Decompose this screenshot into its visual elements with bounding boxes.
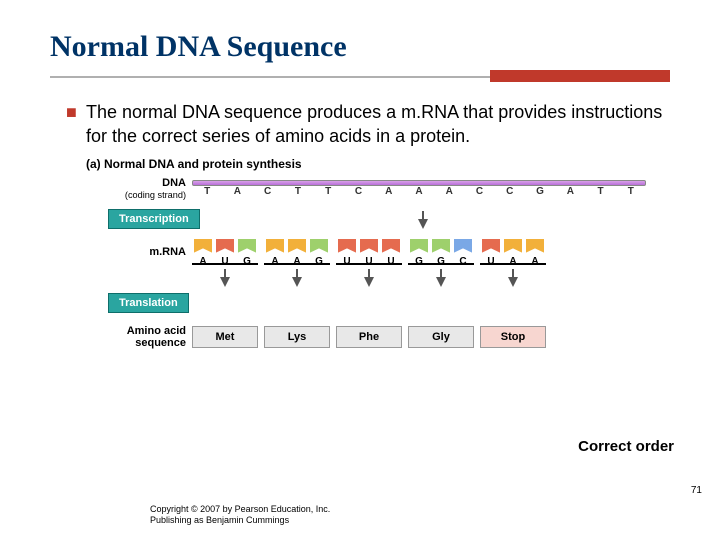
dna-sequence: TACTTCAAACCGATT <box>192 186 646 197</box>
mrna-nucleotide: A <box>264 239 286 263</box>
bullet-text: The normal DNA sequence produces a m.RNA… <box>86 100 670 149</box>
mrna-nucleotide: G <box>308 239 330 263</box>
arrow-down-icon <box>508 277 518 287</box>
mrna-label: m.RNA <box>86 246 192 258</box>
mrna-nucleotide: A <box>502 239 524 263</box>
bullet-marker: ■ <box>66 100 80 149</box>
dna-label: DNA (coding strand) <box>86 177 192 201</box>
amino-acid-box: Lys <box>264 326 330 348</box>
mrna-nucleotide: U <box>214 239 236 263</box>
mrna-nucleotide: A <box>524 239 546 263</box>
mrna-nucleotide: G <box>408 239 430 263</box>
mrna-codon: AUG <box>192 239 258 265</box>
copyright-line: Copyright © 2007 by Pearson Education, I… <box>150 504 330 514</box>
dna-base: A <box>555 186 585 197</box>
copyright-line: Publishing as Benjamin Cummings <box>150 515 289 525</box>
dna-base: A <box>434 186 464 197</box>
arrow-down-icon <box>220 277 230 287</box>
dna-base: C <box>253 186 283 197</box>
label-subtext: (coding strand) <box>125 190 186 200</box>
mrna-codon: GGC <box>408 239 474 265</box>
amino-acid-box: Met <box>192 326 258 348</box>
dna-base: T <box>283 186 313 197</box>
amino-acid-box: Phe <box>336 326 402 348</box>
mrna-nucleotide: A <box>286 239 308 263</box>
dna-base: T <box>585 186 615 197</box>
transcription-box: Transcription <box>108 209 200 229</box>
dna-base: C <box>343 186 373 197</box>
dna-base: A <box>374 186 404 197</box>
dna-base: A <box>222 186 252 197</box>
codon-arrows <box>86 269 646 287</box>
dna-base: T <box>616 186 646 197</box>
dna-base: A <box>404 186 434 197</box>
dna-base: T <box>192 186 222 197</box>
mrna-nucleotide: G <box>430 239 452 263</box>
figure-caption: (a) Normal DNA and protein synthesis <box>86 157 646 171</box>
dna-base: T <box>313 186 343 197</box>
title-rule <box>50 70 670 86</box>
arrow-down-icon <box>364 277 374 287</box>
label-subtext: sequence <box>135 337 186 349</box>
bullet-item: ■ The normal DNA sequence produces a m.R… <box>66 100 670 149</box>
arrow-down-icon <box>436 277 446 287</box>
slide-title: Normal DNA Sequence <box>50 30 670 64</box>
mrna-codon: UUU <box>336 239 402 265</box>
mrna-nucleotide: U <box>380 239 402 263</box>
mrna-nucleotide: G <box>236 239 258 263</box>
label-text: Amino acid <box>127 325 186 337</box>
dna-base: C <box>464 186 494 197</box>
mrna-nucleotide: U <box>480 239 502 263</box>
mrna-nucleotide: U <box>336 239 358 263</box>
mrna-codon: UAA <box>480 239 546 265</box>
aa-label: Amino acid sequence <box>86 325 192 349</box>
copyright: Copyright © 2007 by Pearson Education, I… <box>150 504 330 526</box>
mrna-nucleotide: A <box>192 239 214 263</box>
label-text: DNA <box>162 177 186 189</box>
amino-acid-box: Gly <box>408 326 474 348</box>
mrna-codon: AAG <box>264 239 330 265</box>
dna-row: DNA (coding strand) TACTTCAAACCGATT <box>86 177 646 201</box>
mrna-nucleotide: C <box>452 239 474 263</box>
amino-acid-box: Stop <box>480 326 546 348</box>
figure: (a) Normal DNA and protein synthesis DNA… <box>86 157 646 349</box>
arrow-down-icon <box>292 277 302 287</box>
amino-acid-row: Amino acid sequence Met Lys Phe Gly Stop <box>86 325 646 349</box>
mrna-row: m.RNA AUGAAGUUUGGCUAA <box>86 239 646 265</box>
arrow-down-icon <box>418 219 428 229</box>
correct-order-label: Correct order <box>578 438 674 455</box>
mrna-nucleotide: U <box>358 239 380 263</box>
page-number: 71 <box>691 485 702 496</box>
dna-base: C <box>495 186 525 197</box>
translation-box: Translation <box>108 293 189 313</box>
dna-base: G <box>525 186 555 197</box>
